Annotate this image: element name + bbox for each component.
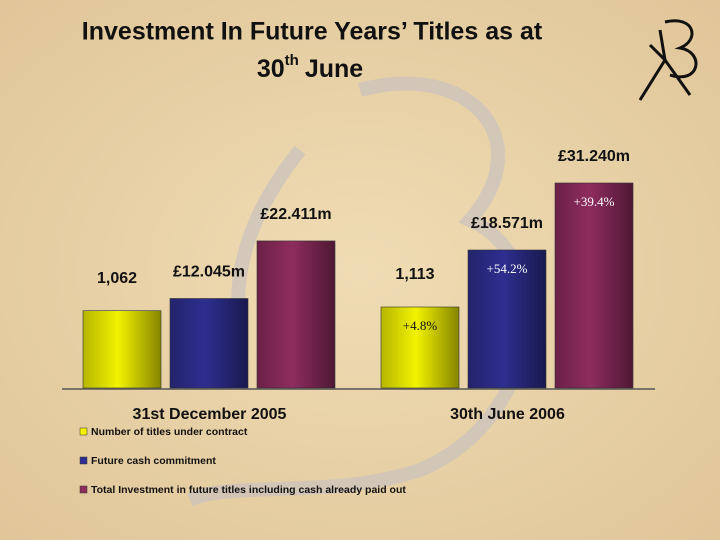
value-label: 1,113 xyxy=(395,266,434,283)
plot: 31st December 2005 30th June 2006 1,062 1,1… xyxy=(62,148,655,496)
value-label: 1,062 xyxy=(97,270,137,287)
bar xyxy=(256,240,336,389)
x-tick-label: 30th June 2006 xyxy=(450,406,565,423)
legend-label: Number of titles under contract xyxy=(91,426,248,438)
bar xyxy=(554,182,634,389)
value-label: £22.411m xyxy=(260,206,331,223)
title: June xyxy=(305,55,363,83)
value-label: £18.571m xyxy=(471,215,543,232)
legend-label: Future cash commitment xyxy=(91,455,216,467)
x-tick-label: 31st December 2005 xyxy=(133,406,287,423)
change-label: +4.8% xyxy=(403,318,438,333)
logo xyxy=(638,19,698,101)
bar xyxy=(380,306,460,389)
bar xyxy=(169,298,249,389)
value-label: £12.045m xyxy=(173,264,245,281)
bar xyxy=(82,310,162,389)
change-label: +54.2% xyxy=(487,261,528,276)
bar xyxy=(467,249,547,389)
title: 30 xyxy=(257,55,285,83)
legend-label: Total Investment in future titles includ… xyxy=(91,484,406,496)
legend-swatch xyxy=(79,427,88,436)
title-superscript: th xyxy=(285,52,299,69)
legend-swatch xyxy=(79,456,88,465)
title: 30th June xyxy=(257,52,363,83)
legend-swatch xyxy=(79,485,88,494)
change-label: +39.4% xyxy=(574,194,615,209)
title: Investment In Future Years’ Titles as at xyxy=(82,18,543,46)
value-label: £31.240m xyxy=(558,148,630,165)
